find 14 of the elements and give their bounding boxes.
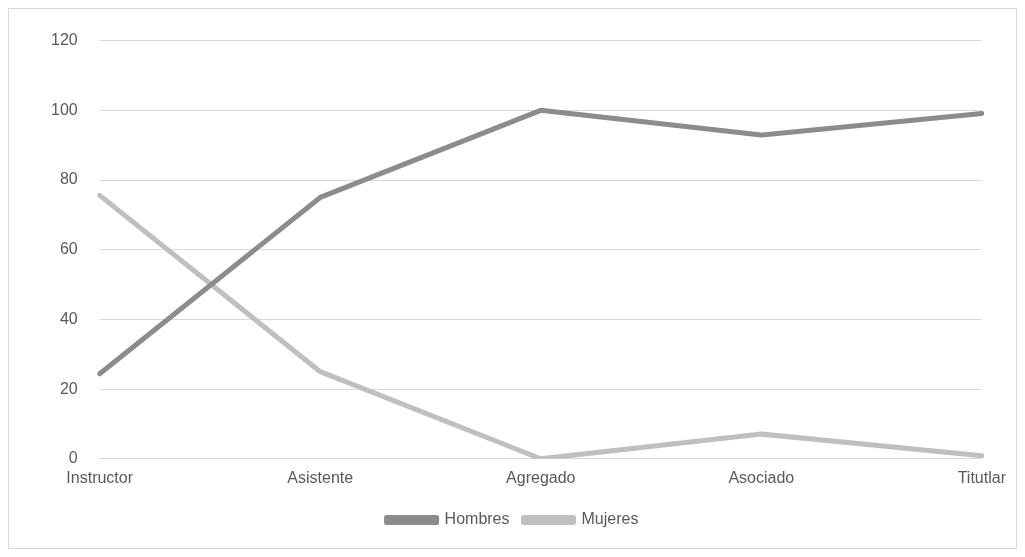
legend-label: Hombres (444, 510, 510, 528)
y-tick-label: 80 (59, 170, 78, 188)
x-tick-label: Titutlar (957, 468, 1007, 486)
x-tick-label: Agregado (506, 468, 576, 486)
y-tick-label: 0 (68, 449, 78, 467)
y-tick-label: 60 (59, 240, 78, 258)
x-tick-label: Asistente (287, 468, 354, 486)
y-tick-label: 120 (50, 31, 78, 49)
legend-label: Mujeres (581, 510, 639, 528)
x-tick-label: Instructor (66, 468, 134, 486)
x-tick-label: Asociado (728, 468, 795, 486)
y-tick-label: 20 (59, 379, 78, 397)
y-tick-label: 40 (59, 309, 78, 327)
y-tick-label: 100 (50, 100, 78, 118)
